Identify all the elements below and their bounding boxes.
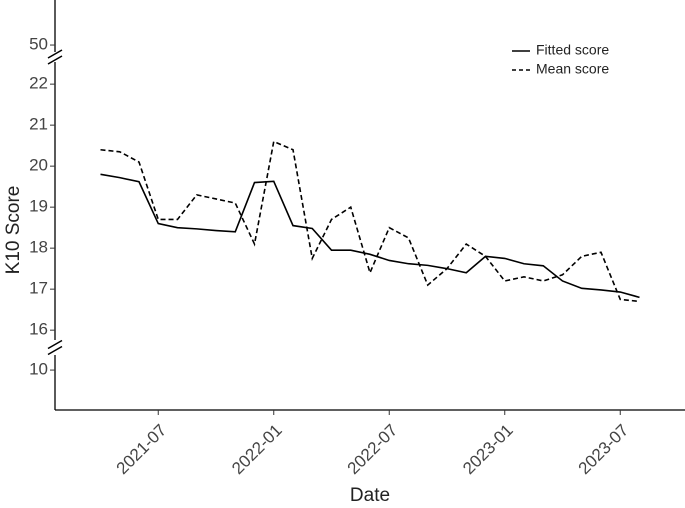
y-tick-label: 10 bbox=[29, 360, 48, 379]
y-tick-label: 22 bbox=[29, 74, 48, 93]
y-tick-label: 50 bbox=[29, 35, 48, 54]
x-tick-label: 2022-01 bbox=[228, 421, 286, 479]
x-tick-label: 2023-01 bbox=[459, 421, 517, 479]
axis-break bbox=[47, 339, 63, 350]
x-tick-label: 2023-07 bbox=[575, 421, 633, 479]
x-tick-label: 2021-07 bbox=[113, 421, 171, 479]
x-tick-label: 2022-07 bbox=[344, 421, 402, 479]
y-tick-label: 18 bbox=[29, 238, 48, 257]
axis-break bbox=[47, 55, 63, 65]
legend-label: Mean score bbox=[536, 61, 609, 77]
series-line bbox=[100, 173, 640, 299]
x-axis-label: Date bbox=[350, 485, 390, 506]
legend-label: Fitted score bbox=[536, 42, 609, 58]
y-tick-label: 16 bbox=[29, 320, 48, 339]
y-tick-label: 19 bbox=[29, 197, 48, 216]
y-tick-label: 20 bbox=[29, 156, 48, 175]
axis-break bbox=[47, 345, 63, 356]
y-tick-label: 17 bbox=[29, 279, 48, 298]
axis-break bbox=[47, 49, 63, 59]
y-tick-label: 21 bbox=[29, 115, 48, 134]
y-axis-label: K10 Score bbox=[3, 186, 24, 275]
